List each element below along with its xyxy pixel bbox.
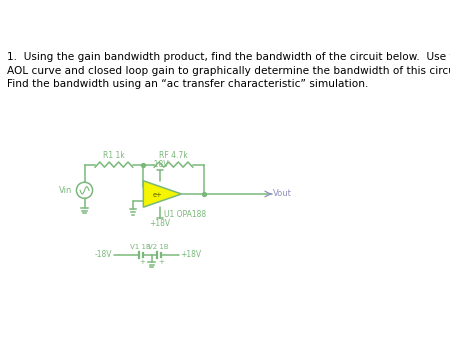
Text: +: + <box>140 259 145 265</box>
Text: e+: e+ <box>153 192 162 198</box>
Text: U1 OPA188: U1 OPA188 <box>164 210 207 219</box>
Text: +18V: +18V <box>150 219 171 228</box>
Text: -18V: -18V <box>152 160 169 169</box>
Text: 1.  Using the gain bandwidth product, find the bandwidth of the circuit below.  : 1. Using the gain bandwidth product, fin… <box>7 52 450 89</box>
Polygon shape <box>143 181 181 207</box>
Text: RF 4.7k: RF 4.7k <box>159 151 188 160</box>
Text: V1 1B: V1 1B <box>130 244 151 250</box>
Text: Vin: Vin <box>59 186 73 195</box>
Text: V2 1B: V2 1B <box>148 244 169 250</box>
Text: +18V: +18V <box>180 250 201 260</box>
Text: +: + <box>158 259 164 265</box>
Text: R1 1k: R1 1k <box>103 151 125 160</box>
Text: Vout: Vout <box>273 190 292 198</box>
Text: -18V: -18V <box>95 250 112 260</box>
